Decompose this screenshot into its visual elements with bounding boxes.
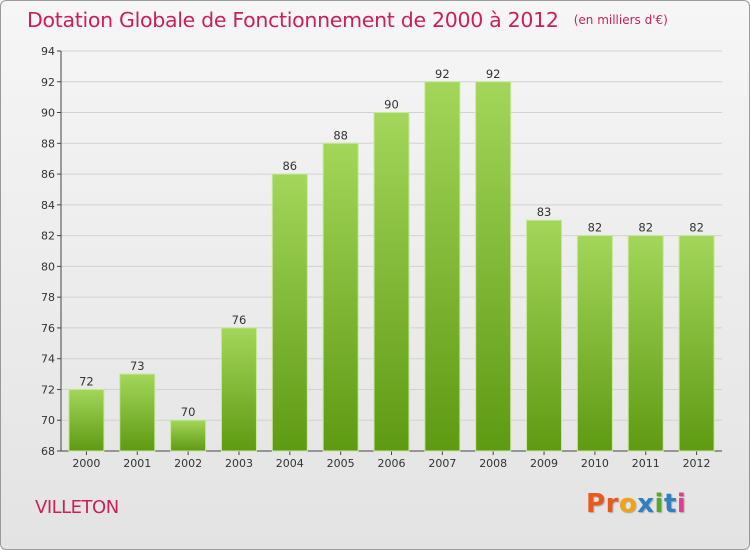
bar-2006 bbox=[373, 112, 410, 452]
y-tick-label: 80 bbox=[41, 260, 55, 273]
logo-letter: t bbox=[663, 489, 677, 519]
bar-value-label: 92 bbox=[435, 67, 450, 81]
bar-value-label: 86 bbox=[282, 159, 297, 173]
x-tick-label: 2003 bbox=[225, 457, 253, 470]
y-tick-label: 92 bbox=[41, 76, 55, 89]
bar-2012 bbox=[678, 235, 715, 452]
logo-letter: i bbox=[676, 489, 687, 519]
y-tick-label: 88 bbox=[41, 137, 55, 150]
bar-value-label: 82 bbox=[638, 221, 653, 235]
y-tick-label: 70 bbox=[41, 414, 55, 427]
bar-2002 bbox=[170, 419, 207, 452]
bar-2007 bbox=[424, 81, 461, 452]
y-tick-label: 68 bbox=[41, 445, 55, 458]
y-tick-label: 84 bbox=[41, 199, 55, 212]
bar-value-label: 70 bbox=[181, 405, 196, 419]
bar-value-label: 82 bbox=[689, 221, 704, 235]
y-tick-label: 90 bbox=[41, 107, 55, 120]
x-tick-label: 2012 bbox=[683, 457, 711, 470]
chart-title: Dotation Globale de Fonctionnement de 20… bbox=[27, 8, 559, 32]
bar-2005 bbox=[322, 142, 359, 452]
bar-2000 bbox=[68, 388, 105, 452]
x-tick-label: 2010 bbox=[581, 457, 609, 470]
title-row: Dotation Globale de Fonctionnement de 20… bbox=[27, 8, 668, 32]
x-tick-label: 2008 bbox=[479, 457, 507, 470]
logo-letter: r bbox=[605, 489, 619, 519]
bar-value-label: 83 bbox=[537, 205, 552, 219]
bar-value-label: 76 bbox=[232, 313, 247, 327]
bar-labels: 72 73 70 76 86 88 90 92 92 83 82 82 82 bbox=[79, 67, 704, 419]
place-name: VILLETON bbox=[35, 497, 119, 518]
y-tick-label: 78 bbox=[41, 291, 55, 304]
logo-letter: i bbox=[654, 489, 664, 519]
bar-2008 bbox=[475, 81, 512, 452]
bars bbox=[68, 81, 715, 452]
axes: 68 70 72 74 76 78 80 82 84 86 88 90 92 94 2000 2001 2002… bbox=[41, 45, 722, 470]
bar-2004 bbox=[271, 173, 308, 452]
logo-letter: o bbox=[618, 489, 638, 519]
bar-2010 bbox=[576, 235, 613, 452]
x-tick-label: 2007 bbox=[428, 457, 456, 470]
bar-value-label: 92 bbox=[486, 67, 501, 81]
bar-value-label: 90 bbox=[384, 98, 399, 112]
y-tick-label: 86 bbox=[41, 168, 55, 181]
y-tick-label: 76 bbox=[41, 322, 55, 335]
bar-value-label: 88 bbox=[333, 128, 348, 142]
x-tick-label: 2005 bbox=[327, 457, 355, 470]
proxiti-logo[interactable]: Proxiti bbox=[586, 489, 686, 519]
bar-2001 bbox=[119, 373, 156, 452]
y-tick-label: 94 bbox=[41, 45, 55, 58]
y-tick-label: 82 bbox=[41, 230, 55, 243]
logo-letter: P bbox=[586, 489, 606, 519]
x-tick-label: 2009 bbox=[530, 457, 558, 470]
logo-letter: x bbox=[637, 489, 655, 519]
x-tick-label: 2001 bbox=[123, 457, 151, 470]
bar-value-label: 72 bbox=[79, 374, 94, 388]
bar-value-label: 82 bbox=[588, 221, 603, 235]
x-tick-label: 2006 bbox=[378, 457, 406, 470]
y-tick-label: 74 bbox=[41, 353, 55, 366]
x-tick-label: 2000 bbox=[72, 457, 100, 470]
x-tick-label: 2002 bbox=[174, 457, 202, 470]
bar-2011 bbox=[627, 235, 664, 452]
x-tick-label: 2004 bbox=[276, 457, 304, 470]
x-tick-label: 2011 bbox=[632, 457, 660, 470]
chart-unit: (en milliers d'€) bbox=[573, 13, 668, 27]
bar-2009 bbox=[526, 219, 563, 452]
y-tick-label: 72 bbox=[41, 383, 55, 396]
bar-value-label: 73 bbox=[130, 359, 145, 373]
bar-2003 bbox=[220, 327, 257, 452]
